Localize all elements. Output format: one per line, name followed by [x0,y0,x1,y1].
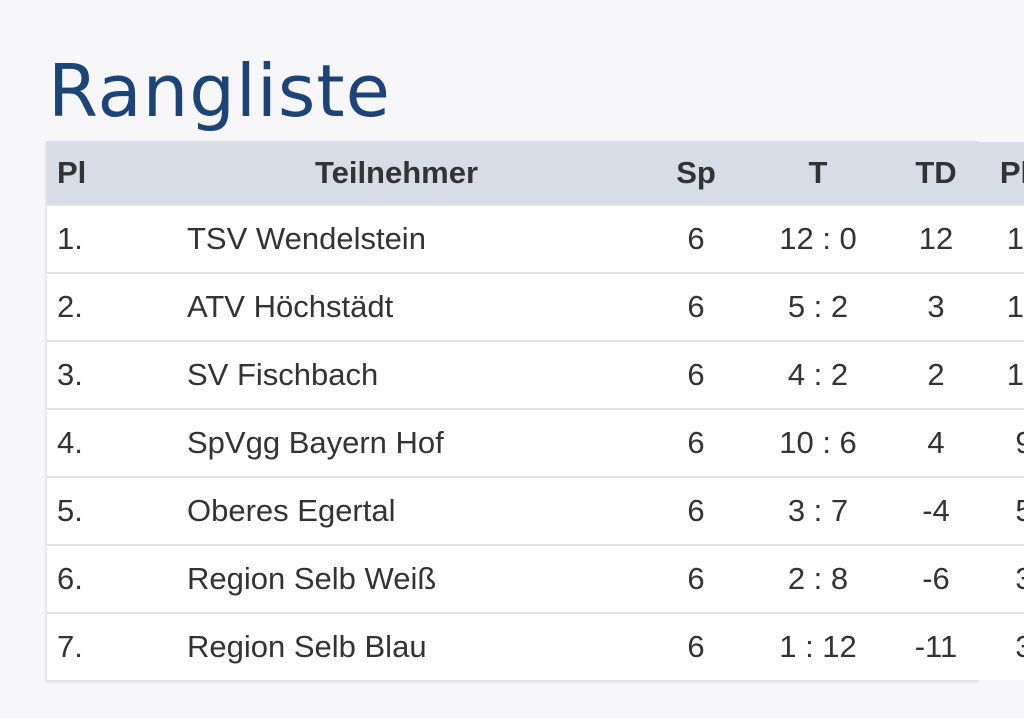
cell-td: 4 [888,408,984,477]
column-header-pkt: Pkt [984,142,1024,205]
column-header-t: T [748,142,888,205]
cell-pl: 7. [47,612,169,680]
table-row: 2. ATV Höchstädt 6 5 : 2 3 12 [47,272,1024,341]
ranking-table: Pl Teilnehmer Sp T TD Pkt 1. TSV Wendels… [47,142,1024,680]
table-row: 1. TSV Wendelstein 6 12 : 0 12 16 [47,204,1024,273]
cell-teilnehmer: Region Selb Weiß [169,544,644,613]
cell-td: -11 [888,612,984,680]
table-row: 7. Region Selb Blau 6 1 : 12 -11 3 [47,612,1024,680]
cell-t: 10 : 6 [748,408,888,477]
cell-pkt: 3 [984,612,1024,680]
cell-t: 5 : 2 [748,272,888,341]
cell-pl: 5. [47,476,169,545]
table-row: 5. Oberes Egertal 6 3 : 7 -4 5 [47,476,1024,545]
column-header-sp: Sp [644,142,748,205]
cell-pkt: 16 [984,204,1024,273]
cell-sp: 6 [644,272,748,341]
column-header-teilnehmer: Teilnehmer [169,142,644,205]
column-header-pl: Pl [47,142,169,205]
ranking-table-container: Pl Teilnehmer Sp T TD Pkt 1. TSV Wendels… [46,141,1024,681]
cell-t: 3 : 7 [748,476,888,545]
cell-teilnehmer: Oberes Egertal [169,476,644,545]
cell-pkt: 5 [984,476,1024,545]
cell-t: 2 : 8 [748,544,888,613]
cell-pl: 6. [47,544,169,613]
cell-teilnehmer: TSV Wendelstein [169,204,644,273]
column-header-td: TD [888,142,984,205]
cell-teilnehmer: Region Selb Blau [169,612,644,680]
cell-pkt: 3 [984,544,1024,613]
cell-sp: 6 [644,544,748,613]
cell-td: 2 [888,340,984,409]
table-body: 1. TSV Wendelstein 6 12 : 0 12 16 2. ATV… [47,204,1024,680]
cell-teilnehmer: SpVgg Bayern Hof [169,408,644,477]
cell-td: 12 [888,204,984,273]
cell-pl: 4. [47,408,169,477]
cell-pl: 3. [47,340,169,409]
table-row: 6. Region Selb Weiß 6 2 : 8 -6 3 [47,544,1024,613]
cell-pkt: 12 [984,272,1024,341]
cell-pl: 1. [47,204,169,273]
table-row: 3. SV Fischbach 6 4 : 2 2 10 [47,340,1024,409]
cell-td: -4 [888,476,984,545]
cell-sp: 6 [644,476,748,545]
cell-td: -6 [888,544,984,613]
table-row: 4. SpVgg Bayern Hof 6 10 : 6 4 9 [47,408,1024,477]
cell-sp: 6 [644,612,748,680]
cell-teilnehmer: SV Fischbach [169,340,644,409]
cell-td: 3 [888,272,984,341]
table-header: Pl Teilnehmer Sp T TD Pkt [47,142,1024,205]
cell-teilnehmer: ATV Höchstädt [169,272,644,341]
cell-t: 12 : 0 [748,204,888,273]
cell-sp: 6 [644,204,748,273]
cell-pkt: 9 [984,408,1024,477]
cell-sp: 6 [644,340,748,409]
page-title: Rangliste [48,49,391,133]
cell-t: 4 : 2 [748,340,888,409]
cell-sp: 6 [644,408,748,477]
cell-pl: 2. [47,272,169,341]
cell-pkt: 10 [984,340,1024,409]
cell-t: 1 : 12 [748,612,888,680]
header-row: Pl Teilnehmer Sp T TD Pkt [47,142,1024,205]
